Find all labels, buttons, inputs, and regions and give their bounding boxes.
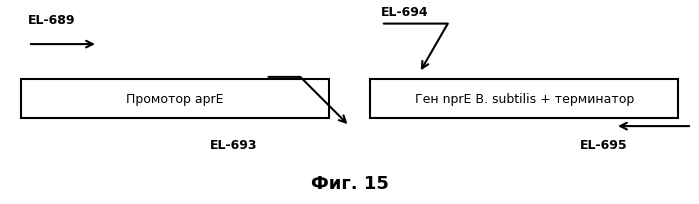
Text: EL-694: EL-694 [381, 6, 428, 19]
Bar [370, 80, 678, 118]
Text: EL-693: EL-693 [210, 139, 257, 152]
Bar [21, 80, 329, 118]
Text: Ген nprE B. subtilis + терминатор: Ген nprE B. subtilis + терминатор [415, 92, 634, 105]
Text: Промотор aprE: Промотор aprE [126, 92, 224, 105]
Text: Фиг. 15: Фиг. 15 [310, 174, 389, 192]
Text: EL-695: EL-695 [580, 139, 628, 152]
Text: EL-689: EL-689 [28, 14, 75, 27]
